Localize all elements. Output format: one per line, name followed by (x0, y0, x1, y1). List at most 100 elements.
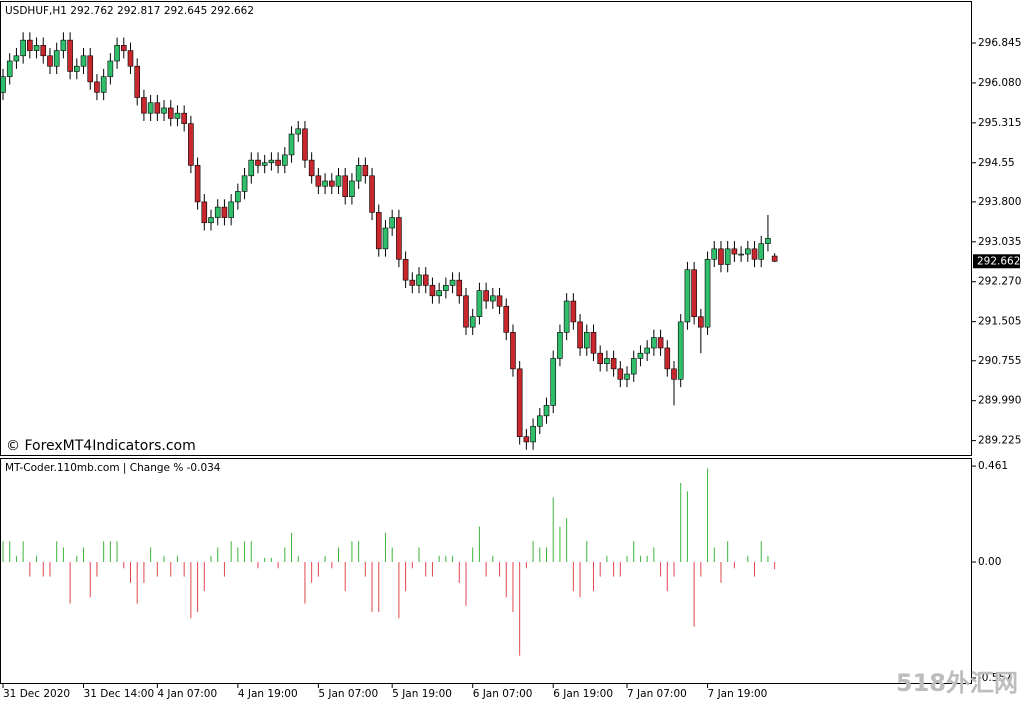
candle-body (637, 352, 644, 359)
y-tick-label: 296.080 (978, 77, 1021, 89)
candle-body (469, 316, 476, 328)
candle-body (47, 55, 53, 67)
candle-body (181, 112, 187, 124)
candle-body (221, 206, 228, 218)
candle-body (94, 81, 100, 93)
candle-body (67, 39, 73, 72)
x-tick-label: 4 Jan 07:00 (157, 688, 217, 700)
candle-body (530, 425, 536, 443)
candle-body (610, 358, 617, 370)
candle-body (550, 358, 557, 406)
candle-body (315, 175, 322, 187)
candle-body (651, 337, 657, 349)
indicator-panel (0, 458, 972, 684)
y-tick-label: 295.315 (978, 117, 1021, 129)
candle-body (335, 175, 342, 187)
candle-body (268, 159, 275, 164)
candle-body (20, 39, 26, 57)
candle-body (141, 97, 147, 114)
candle-body (429, 285, 436, 297)
candle-body (261, 162, 268, 166)
candle-body (483, 290, 489, 302)
candle-body (731, 248, 738, 255)
candle-body (765, 238, 771, 244)
candle-body (496, 295, 503, 307)
candle-body (597, 352, 603, 364)
candle-body (698, 316, 704, 328)
candle-body (630, 358, 637, 375)
candle-body (188, 123, 194, 166)
candle-body (536, 415, 543, 427)
site-watermark: 518外汇网 (896, 669, 1018, 697)
y-tick-label: 293.035 (978, 236, 1021, 248)
x-tick-label: 6 Jan 07:00 (473, 688, 533, 700)
candle-body (583, 332, 590, 349)
main-panel (0, 1, 972, 456)
x-tick-label: 5 Jan 19:00 (392, 688, 452, 700)
candle-body (100, 76, 107, 93)
candle-body (516, 368, 523, 437)
candle-body (342, 175, 349, 197)
candle-body (6, 60, 13, 77)
candle-body (382, 227, 389, 250)
indicator-title: MT-Coder.110mb.com | Change % -0.034 (5, 462, 221, 474)
candle-body (235, 191, 241, 203)
candle-body (449, 279, 456, 286)
candle-body (644, 347, 650, 354)
candle-body (563, 300, 570, 333)
candle-body (60, 39, 67, 51)
candle-body (120, 45, 127, 51)
candle-body (161, 107, 167, 114)
candle-body (758, 243, 765, 260)
chart-header: USDHUF,H1 292.762 292.817 292.645 292.66… (5, 5, 254, 17)
candle-body (302, 128, 308, 161)
candle-body (657, 337, 664, 349)
candle-body (295, 128, 302, 135)
candle-body (389, 217, 395, 229)
candle-body (476, 290, 483, 317)
candle-body (53, 50, 60, 67)
candle-body (436, 290, 442, 297)
candle-body (490, 295, 496, 302)
candle-body (604, 358, 610, 364)
candle-body (718, 248, 724, 265)
candle-body (590, 332, 597, 354)
candle-body (409, 279, 416, 286)
candle-body (74, 65, 80, 72)
y-tick-label: 0.00 (978, 556, 1001, 568)
price-tag (973, 254, 1020, 269)
y-tick-label: 292.270 (978, 276, 1021, 288)
x-tick-label: 31 Dec 14:00 (84, 688, 155, 700)
candle-body (308, 159, 315, 177)
candle-body (402, 258, 409, 281)
y-tick-label: 289.990 (978, 395, 1021, 407)
candle-body (664, 347, 671, 370)
candle-body (684, 269, 691, 323)
candle-body (214, 206, 221, 218)
candle-body (577, 321, 583, 349)
y-tick-label: 290.755 (978, 355, 1021, 367)
candle-body (396, 217, 402, 260)
candle-body (13, 55, 20, 62)
candle-body (416, 274, 422, 286)
candle-body (322, 180, 328, 187)
candle-body (543, 405, 550, 417)
price-tag-label: 292.662 (977, 255, 1020, 267)
candle-body (255, 159, 261, 166)
candle-body (704, 258, 711, 328)
candle-body (375, 212, 382, 250)
candle-body (127, 50, 134, 67)
candle-body (228, 201, 234, 218)
candle-body (0, 76, 6, 93)
candle-body (355, 165, 362, 182)
candle-body (208, 217, 214, 224)
candle-body (523, 436, 530, 443)
candle-body (362, 165, 369, 177)
watermark: © ForexMT4Indicators.com (6, 438, 196, 454)
candle-body (154, 102, 161, 114)
x-tick-label: 6 Jan 19:00 (553, 688, 613, 700)
candle-body (241, 175, 248, 192)
candle-body (738, 253, 744, 256)
candle-body (114, 45, 120, 62)
